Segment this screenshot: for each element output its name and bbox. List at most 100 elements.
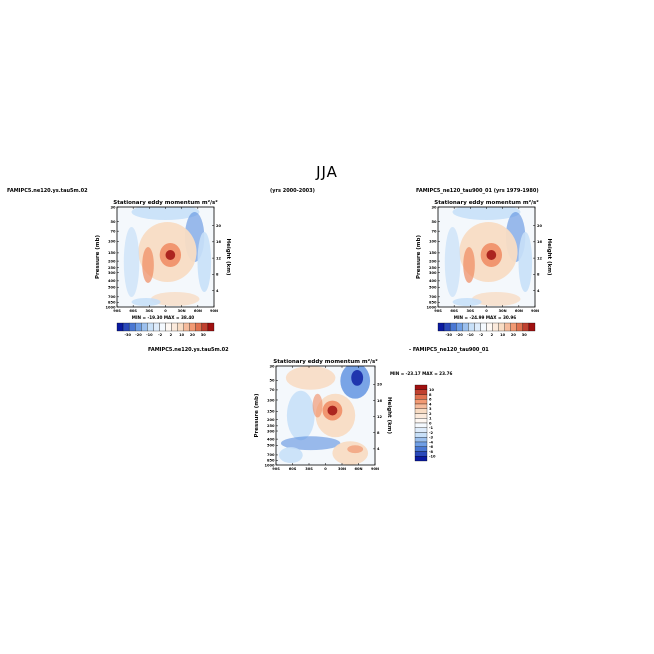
contour-region [165,250,176,260]
contour-region [518,232,533,292]
contour-region [312,393,323,418]
y-tick-label: 30 [431,205,437,209]
y2-tick-label: 12 [216,256,222,260]
y-tick-label: 1000 [105,305,116,309]
colorbar-cell [456,322,463,332]
colorbar-cell [462,322,469,332]
y2-tick-label: 16 [216,240,222,244]
y2-tick-label: 4 [377,447,380,451]
colorbar-label: 30 [522,333,528,337]
y-tick-label: 300 [267,429,275,433]
colorbar-cell [414,432,428,438]
colorbar-cell [414,446,428,452]
colorbar-cell [414,384,428,390]
y-axis-label: Pressure (mb) [95,235,101,279]
colorbar-label: -10 [146,333,153,337]
y-axis-label: Pressure (mb) [416,235,422,279]
y-tick-label: 500 [429,286,437,290]
y-tick-label: 300 [429,271,437,275]
y2-tick-label: 20 [216,224,222,228]
left-case-header: FAMIPC5.ne120.ys.tau5m.02 [7,188,88,194]
y-tick-label: 70 [110,229,116,233]
colorbar-cell [414,403,428,409]
colorbar-cell [468,322,475,332]
colorbar-cell [414,451,428,457]
contour-region [150,292,200,306]
y-tick-label: 250 [108,266,116,270]
diff-case-header-right: - FAMIPC5_ne120_tau900_01 [409,347,489,353]
contour-field [438,207,535,307]
colorbar-label: -2 [158,333,162,337]
colorbar-cell [189,322,196,332]
colorbar-cell [504,322,511,332]
y2-tick-label: 8 [537,273,540,277]
y-tick-label: 150 [267,410,275,414]
contour-region [131,207,200,220]
colorbar-label: 10 [429,388,435,392]
colorbar-cell [207,322,215,332]
contour-region [280,436,341,451]
page-title: JJA [316,163,338,181]
x-tick-label: 90N [531,309,539,313]
colorbar-cell [414,422,428,428]
chart-panel-3: Stationary eddy momentum m²/s² 90S 60S 30S 0… [254,358,452,471]
y-tick-label: 70 [431,229,437,233]
colorbar-cell [414,394,428,400]
colorbar-cell [414,413,428,419]
contour-region [347,445,364,454]
x-tick-label: 60N [515,309,523,313]
colorbar-cell [122,322,130,332]
y-tick-label: 200 [108,259,116,263]
chart-title: Stationary eddy momentum m²/s² [113,199,218,206]
contour-region [486,250,497,260]
x-tick-label: 0 [324,467,327,471]
y2-tick-label: 8 [216,273,219,277]
colorbar-cell [128,322,136,332]
y2-axis-label: Height (km) [546,238,552,276]
colorbar-cell [414,456,428,462]
y2-tick-label: 16 [377,399,383,403]
y2-tick-label: 20 [537,224,543,228]
y-tick-label: 50 [110,220,116,224]
colorbar-label: -3 [429,436,433,440]
colorbar-cell [195,322,203,332]
chart-title: Stationary eddy momentum m²/s² [434,199,539,206]
contour-region [142,247,154,283]
y-tick-label: 250 [267,424,275,428]
colorbar-cell [171,322,178,332]
y-tick-label: 850 [267,459,275,463]
min-max-label: MIN = -24.99 MAX = 30.96 [454,315,516,320]
x-tick-label: 60S [450,309,458,313]
x-tick-label: 90S [272,467,280,471]
chart-panel-2: Stationary eddy momentum m²/s² 90S 60S 30S 0… [416,199,552,337]
colorbar-cell [135,322,142,332]
colorbar-label: 10 [500,333,506,337]
y-tick-label: 150 [429,251,437,255]
colorbar-label: 10 [179,333,185,337]
y-tick-label: 100 [429,240,437,244]
colorbar-label: 0 [429,421,432,425]
contour-field [117,207,214,307]
colorbar-label: 1 [429,417,432,421]
min-max-label: MIN = -19.30 MAX = 38.40 [132,315,194,320]
colorbar-label: -20 [135,333,142,337]
colorbar-cell [528,322,536,332]
colorbar-cell [437,322,445,332]
colorbar-label: 3 [429,407,432,411]
colorbar-cell [486,322,493,332]
colorbar-cell [147,322,154,332]
colorbar-label: -2 [479,333,483,337]
colorbar-cell [474,322,481,332]
colorbar-label: -2 [429,431,433,435]
y-tick-label: 500 [267,444,275,448]
y-tick-label: 100 [267,398,275,402]
y-axis-label: Pressure (mb) [254,393,260,437]
y-tick-label: 400 [429,279,437,283]
colorbar-cell [414,408,428,414]
y-tick-label: 400 [267,437,275,441]
y-tick-label: 50 [431,220,437,224]
y-tick-label: 150 [108,251,116,255]
colorbar: -30 -20 -10 -2 2 10 20 30 [116,322,215,337]
colorbar-cell [153,322,160,332]
